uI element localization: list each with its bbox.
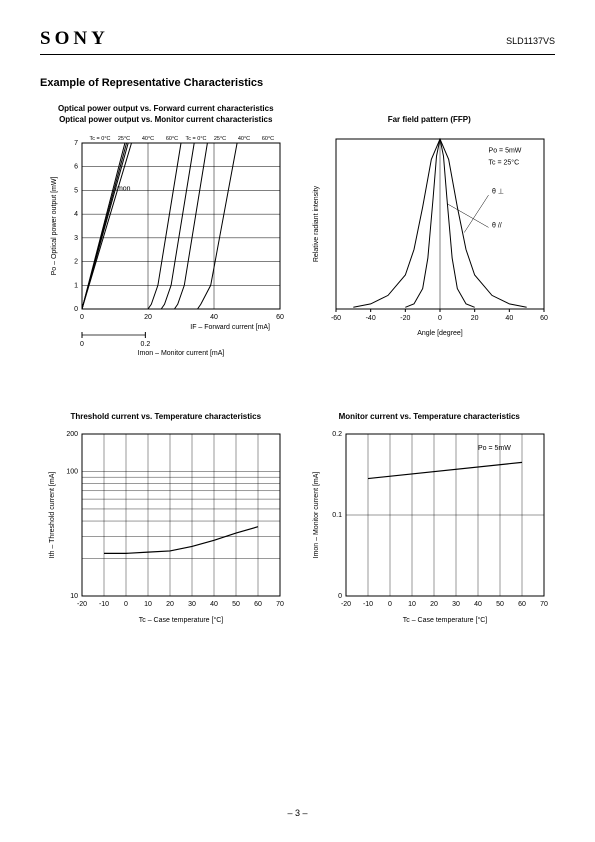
chart-a-title: Optical power output vs. Forward current… <box>40 103 292 125</box>
chart-b-svg: -60 -40 -20 0 20 40 60 Po = 5mW Tc = 25°C θ ⊥ θ //… <box>304 129 554 339</box>
svg-text:50: 50 <box>496 601 504 608</box>
chart-c-svg: 10 100 200 -20 -10 0 10 20 30 40 50 60 70 Tc – Case t… <box>40 426 290 626</box>
svg-text:0: 0 <box>74 306 78 313</box>
svg-text:Tc = 25°C: Tc = 25°C <box>488 159 519 167</box>
svg-text:1: 1 <box>74 282 78 289</box>
svg-text:4: 4 <box>74 211 78 218</box>
svg-text:200: 200 <box>66 431 78 438</box>
svg-text:0: 0 <box>80 341 84 348</box>
svg-text:IF – Forward current [mA]: IF – Forward current [mA] <box>190 324 270 331</box>
svg-text:Angle [degree]: Angle [degree] <box>417 330 463 337</box>
section-title: Example of Representative Characteristic… <box>40 77 555 89</box>
svg-text:Relative radiant intensity: Relative radiant intensity <box>313 185 320 262</box>
svg-text:Tc = 0°C: Tc = 0°C <box>90 136 111 142</box>
charts-row-1: Optical power output vs. Forward current… <box>0 103 595 364</box>
svg-text:-10: -10 <box>99 601 109 608</box>
svg-text:60: 60 <box>254 601 262 608</box>
svg-text:0: 0 <box>338 593 342 600</box>
svg-text:θ //: θ // <box>492 222 502 229</box>
chart-d-title: Monitor current vs. Temperature characte… <box>304 400 556 422</box>
svg-text:6: 6 <box>74 164 78 171</box>
svg-text:70: 70 <box>540 601 548 608</box>
svg-text:40: 40 <box>210 601 218 608</box>
svg-text:-20: -20 <box>77 601 87 608</box>
svg-text:20: 20 <box>470 315 478 322</box>
svg-text:0: 0 <box>438 315 442 322</box>
svg-text:0.2: 0.2 <box>332 431 342 438</box>
svg-text:30: 30 <box>452 601 460 608</box>
svg-text:40: 40 <box>210 314 218 321</box>
chart-c-title: Threshold current vs. Temperature charac… <box>40 400 292 422</box>
chart-b: Far field pattern (FFP) -60 -40 -20 0 20 40 60… <box>304 103 556 364</box>
chart-d-svg: 0 0.1 0.2 -20 -10 0 10 20 30 40 50 60 70 Po = 5mW Tc –… <box>304 426 554 626</box>
page-header: SONY SLD1137VS <box>40 0 555 55</box>
svg-text:40°C: 40°C <box>142 136 154 142</box>
svg-text:-40: -40 <box>365 315 375 322</box>
brand-logo: SONY <box>40 28 109 50</box>
svg-text:Po = 5mW: Po = 5mW <box>488 148 521 155</box>
chart-a-title-line1: Optical power output vs. Forward current… <box>58 104 274 114</box>
svg-text:10: 10 <box>144 601 152 608</box>
part-number: SLD1137VS <box>506 36 555 46</box>
chart-b-title: Far field pattern (FFP) <box>304 103 556 125</box>
svg-text:0.2: 0.2 <box>140 341 150 348</box>
svg-text:50: 50 <box>232 601 240 608</box>
svg-text:Ith – Threshold current [mA]: Ith – Threshold current [mA] <box>49 472 56 559</box>
svg-text:60°C: 60°C <box>166 136 178 142</box>
svg-text:Tc – Case temperature [°C]: Tc – Case temperature [°C] <box>139 616 224 624</box>
svg-text:60: 60 <box>276 314 284 321</box>
chart-a-svg: 0 1 2 3 4 5 6 7 0 20 40 60 Tc = 0°C 25°C 40°C 60°C Tc = … <box>40 129 290 359</box>
svg-text:7: 7 <box>74 140 78 147</box>
svg-text:-10: -10 <box>362 601 372 608</box>
svg-text:25°C: 25°C <box>214 136 226 142</box>
svg-text:100: 100 <box>66 468 78 475</box>
svg-text:60: 60 <box>540 315 548 322</box>
page: SONY SLD1137VS Example of Representative… <box>0 0 595 842</box>
svg-text:10: 10 <box>408 601 416 608</box>
charts-row-2: Threshold current vs. Temperature charac… <box>0 400 595 631</box>
svg-text:40°C: 40°C <box>238 136 250 142</box>
svg-text:10: 10 <box>70 593 78 600</box>
svg-text:20: 20 <box>430 601 438 608</box>
svg-text:Po – Optical power output [mW]: Po – Optical power output [mW] <box>51 177 58 276</box>
svg-text:0: 0 <box>388 601 392 608</box>
page-number: – 3 – <box>0 808 595 818</box>
svg-text:0.1: 0.1 <box>332 512 342 519</box>
svg-text:3: 3 <box>74 235 78 242</box>
chart-a-title-line2: Optical power output vs. Monitor current… <box>59 115 272 125</box>
svg-text:0: 0 <box>124 601 128 608</box>
svg-text:25°C: 25°C <box>118 136 130 142</box>
svg-text:Imon – Monitor current [mA]: Imon – Monitor current [mA] <box>313 472 320 559</box>
svg-text:θ ⊥: θ ⊥ <box>492 188 504 195</box>
svg-text:20: 20 <box>144 314 152 321</box>
svg-text:Tc = 0°C: Tc = 0°C <box>186 136 207 142</box>
svg-text:Tc – Case temperature [°C]: Tc – Case temperature [°C] <box>402 616 487 624</box>
chart-a: Optical power output vs. Forward current… <box>40 103 292 364</box>
svg-text:Imon – Monitor current [mA]: Imon – Monitor current [mA] <box>138 350 225 357</box>
svg-text:5: 5 <box>74 187 78 194</box>
chart-c: Threshold current vs. Temperature charac… <box>40 400 292 631</box>
svg-text:Imon: Imon <box>115 185 131 192</box>
svg-text:20: 20 <box>166 601 174 608</box>
svg-text:60°C: 60°C <box>262 136 274 142</box>
chart-d: Monitor current vs. Temperature characte… <box>304 400 556 631</box>
svg-text:2: 2 <box>74 259 78 266</box>
svg-text:30: 30 <box>188 601 196 608</box>
svg-text:-20: -20 <box>400 315 410 322</box>
svg-text:40: 40 <box>474 601 482 608</box>
svg-text:60: 60 <box>518 601 526 608</box>
svg-text:-20: -20 <box>340 601 350 608</box>
svg-text:Po = 5mW: Po = 5mW <box>478 445 511 452</box>
svg-text:70: 70 <box>276 601 284 608</box>
svg-text:40: 40 <box>505 315 513 322</box>
svg-text:0: 0 <box>80 314 84 321</box>
svg-text:-60: -60 <box>330 315 340 322</box>
